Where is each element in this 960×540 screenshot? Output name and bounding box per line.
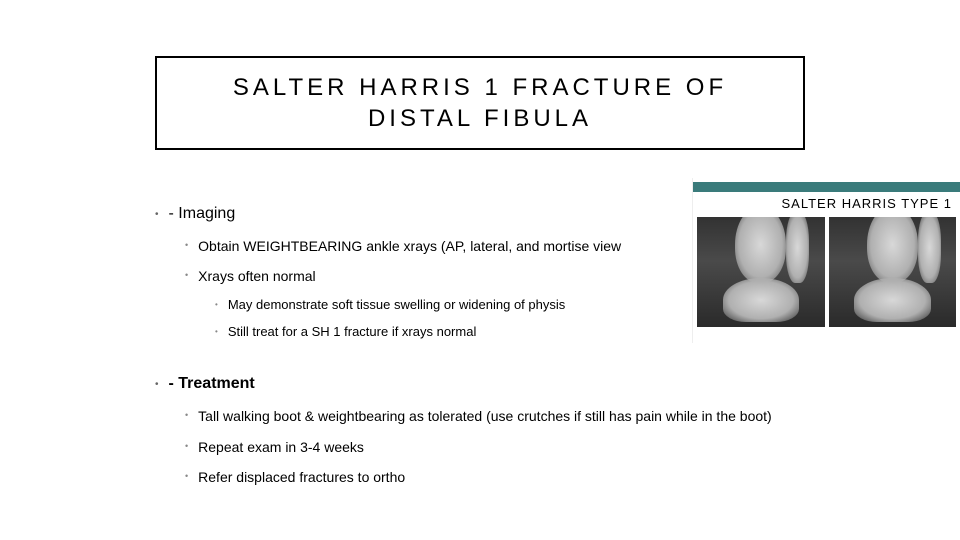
slide-title: SALTER HARRIS 1 FRACTURE OF DISTAL FIBUL… <box>177 72 783 134</box>
list-item: • Still treat for a SH 1 fracture if xra… <box>215 324 855 339</box>
list-item: • Tall walking boot & weightbearing as t… <box>185 407 855 425</box>
item-text: Obtain WEIGHTBEARING ankle xrays (AP, la… <box>198 237 621 255</box>
list-item: • Obtain WEIGHTBEARING ankle xrays (AP, … <box>185 237 855 255</box>
bullet-icon: • <box>185 441 188 451</box>
heading-text: - Imaging <box>169 205 236 223</box>
heading-text: - Treatment <box>169 375 255 393</box>
bullet-icon: • <box>185 240 188 250</box>
imaging-heading: • - Imaging <box>155 205 855 223</box>
bullet-icon: • <box>215 327 218 336</box>
list-item: • Repeat exam in 3-4 weeks <box>185 438 855 456</box>
list-item: • Xrays often normal <box>185 267 855 285</box>
treatment-heading: • - Treatment <box>155 375 855 393</box>
item-text: Tall walking boot & weightbearing as tol… <box>198 407 772 425</box>
item-text: Repeat exam in 3-4 weeks <box>198 438 364 456</box>
bullet-icon: • <box>185 270 188 280</box>
item-text: Still treat for a SH 1 fracture if xrays… <box>228 324 477 339</box>
figure-accent-bar <box>693 182 960 192</box>
bullet-icon: • <box>155 379 159 390</box>
list-item: • May demonstrate soft tissue swelling o… <box>215 297 855 312</box>
bullet-icon: • <box>215 300 218 309</box>
content-area: • - Imaging • Obtain WEIGHTBEARING ankle… <box>155 205 855 498</box>
list-item: • Refer displaced fractures to ortho <box>185 468 855 486</box>
title-box: SALTER HARRIS 1 FRACTURE OF DISTAL FIBUL… <box>155 56 805 150</box>
bullet-icon: • <box>185 471 188 481</box>
item-text: May demonstrate soft tissue swelling or … <box>228 297 565 312</box>
item-text: Refer displaced fractures to ortho <box>198 468 405 486</box>
item-text: Xrays often normal <box>198 267 316 285</box>
bullet-icon: • <box>155 209 159 220</box>
bullet-icon: • <box>185 410 188 420</box>
